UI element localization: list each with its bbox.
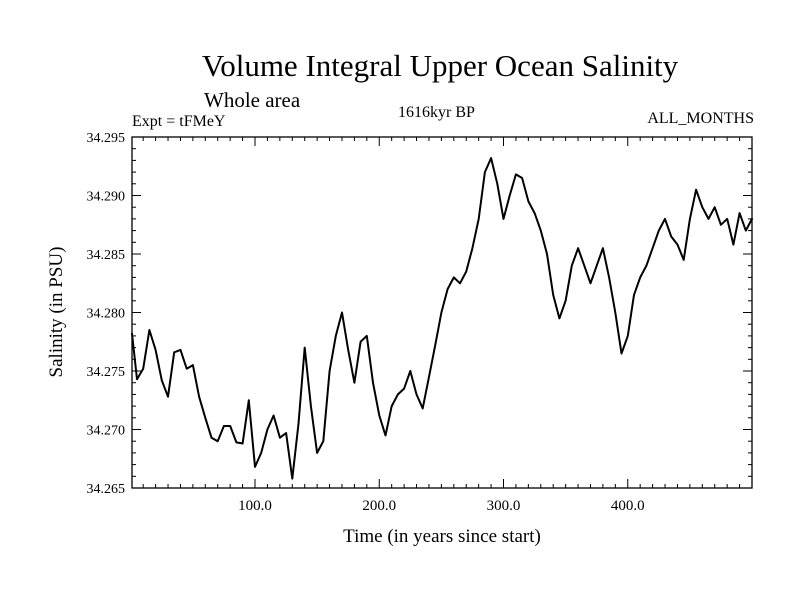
experiment-label: Expt = tFMeY (132, 113, 226, 130)
y-tick-label: 34.275 (87, 365, 126, 380)
x-tick-label: 200.0 (362, 498, 396, 514)
y-tick-label: 34.270 (87, 424, 126, 439)
x-tick-label: 400.0 (611, 498, 645, 514)
plot-frame (131, 136, 753, 489)
y-tick-label: 34.295 (87, 131, 126, 146)
axis-ticks (132, 136, 752, 489)
series-line (131, 157, 753, 480)
y-tick-label: 34.280 (87, 307, 126, 322)
y-tick-label: 34.285 (87, 248, 126, 263)
chart-title: Volume Integral Upper Ocean Salinity (201, 48, 679, 83)
y-tick-label: 34.290 (87, 190, 126, 205)
x-axis-title: Time (in years since start) (343, 526, 541, 547)
x-tick-label: 100.0 (238, 498, 272, 514)
chart-subtitle: Whole area (204, 88, 301, 112)
period-label: 1616kyr BP (398, 104, 475, 121)
y-tick-labels: 34.265 34.270 34.275 34.280 34.285 34.290 34.2… (87, 131, 126, 497)
x-tick-labels: 100.0 200.0 300.0 400.0 (238, 498, 644, 514)
y-axis-title: Salinity (in PSU) (46, 247, 67, 378)
y-tick-label: 34.265 (87, 482, 126, 497)
series-layer (131, 157, 753, 480)
months-label: ALL_MONTHS (647, 110, 754, 127)
x-tick-label: 300.0 (487, 498, 521, 514)
